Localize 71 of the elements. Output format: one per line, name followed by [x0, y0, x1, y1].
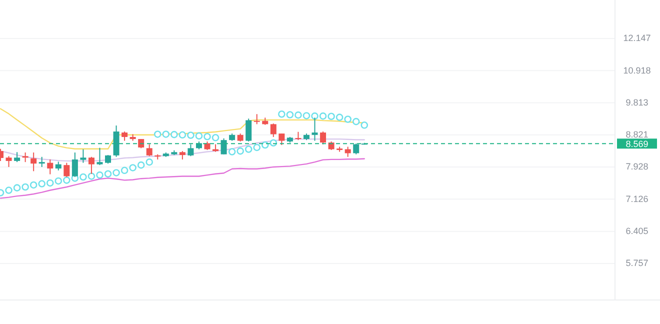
point: [328, 112, 335, 120]
point: [319, 112, 327, 120]
point: [195, 132, 203, 140]
y-tick-label: 12.147: [623, 33, 651, 44]
point: [236, 147, 244, 155]
candlestick: [246, 118, 252, 142]
candlestick: [278, 133, 285, 146]
point: [13, 184, 21, 192]
point: [38, 180, 46, 188]
candlestick: [22, 152, 28, 163]
y-tick-label: 5.757: [626, 258, 648, 268]
y-tick-label: 7.126: [626, 194, 648, 204]
point: [137, 161, 145, 169]
point: [244, 146, 252, 153]
point: [129, 164, 136, 172]
point: [286, 111, 294, 118]
point: [311, 112, 318, 120]
point: [360, 122, 368, 129]
candlestick: [122, 131, 128, 142]
point: [96, 171, 104, 179]
candlestick: [146, 144, 152, 157]
candlestick: [47, 158, 54, 175]
candlestick: [80, 148, 86, 164]
point: [120, 166, 128, 174]
point: [112, 169, 120, 176]
point: [5, 186, 12, 194]
line-series: [0, 158, 365, 199]
point: [228, 148, 236, 156]
point: [104, 170, 112, 178]
point: [253, 144, 261, 152]
y-tick-label: 8.821: [626, 130, 648, 140]
point: [204, 132, 211, 140]
point: [154, 130, 162, 138]
point: [352, 118, 360, 126]
point: [46, 179, 54, 187]
point: [162, 130, 170, 138]
point: [261, 141, 269, 149]
point: [30, 181, 38, 189]
point: [294, 111, 302, 119]
candlestick: [38, 156, 45, 168]
candlestick: [254, 114, 260, 125]
y-tick-label: 9.813: [626, 97, 648, 108]
y-tick-label: 7.928: [626, 162, 648, 172]
point: [178, 131, 186, 139]
point: [54, 177, 62, 185]
candlestick: [270, 123, 276, 138]
point: [278, 110, 286, 118]
ref-line-label: 8.569: [626, 138, 648, 149]
point: [187, 132, 194, 139]
candlestick: [96, 147, 103, 166]
candlestick: [220, 138, 227, 155]
candlestick: [188, 144, 194, 157]
point: [336, 114, 344, 121]
point: [80, 173, 87, 181]
candlestick: [138, 138, 144, 149]
y-tick-label: 10.918: [623, 65, 651, 76]
candlestick: [30, 152, 37, 172]
candlestick: [6, 156, 12, 168]
point: [146, 158, 154, 166]
candlestick: [113, 124, 120, 158]
y-tick-label: 6.405: [626, 226, 648, 236]
candlestick: [320, 131, 326, 145]
candlestick: [353, 143, 360, 155]
point: [170, 130, 178, 138]
point: [302, 112, 310, 120]
point: [63, 176, 70, 184]
point: [22, 183, 29, 191]
candlestick: [14, 152, 20, 163]
point: [88, 172, 96, 180]
point: [212, 134, 220, 142]
point: [344, 116, 352, 123]
